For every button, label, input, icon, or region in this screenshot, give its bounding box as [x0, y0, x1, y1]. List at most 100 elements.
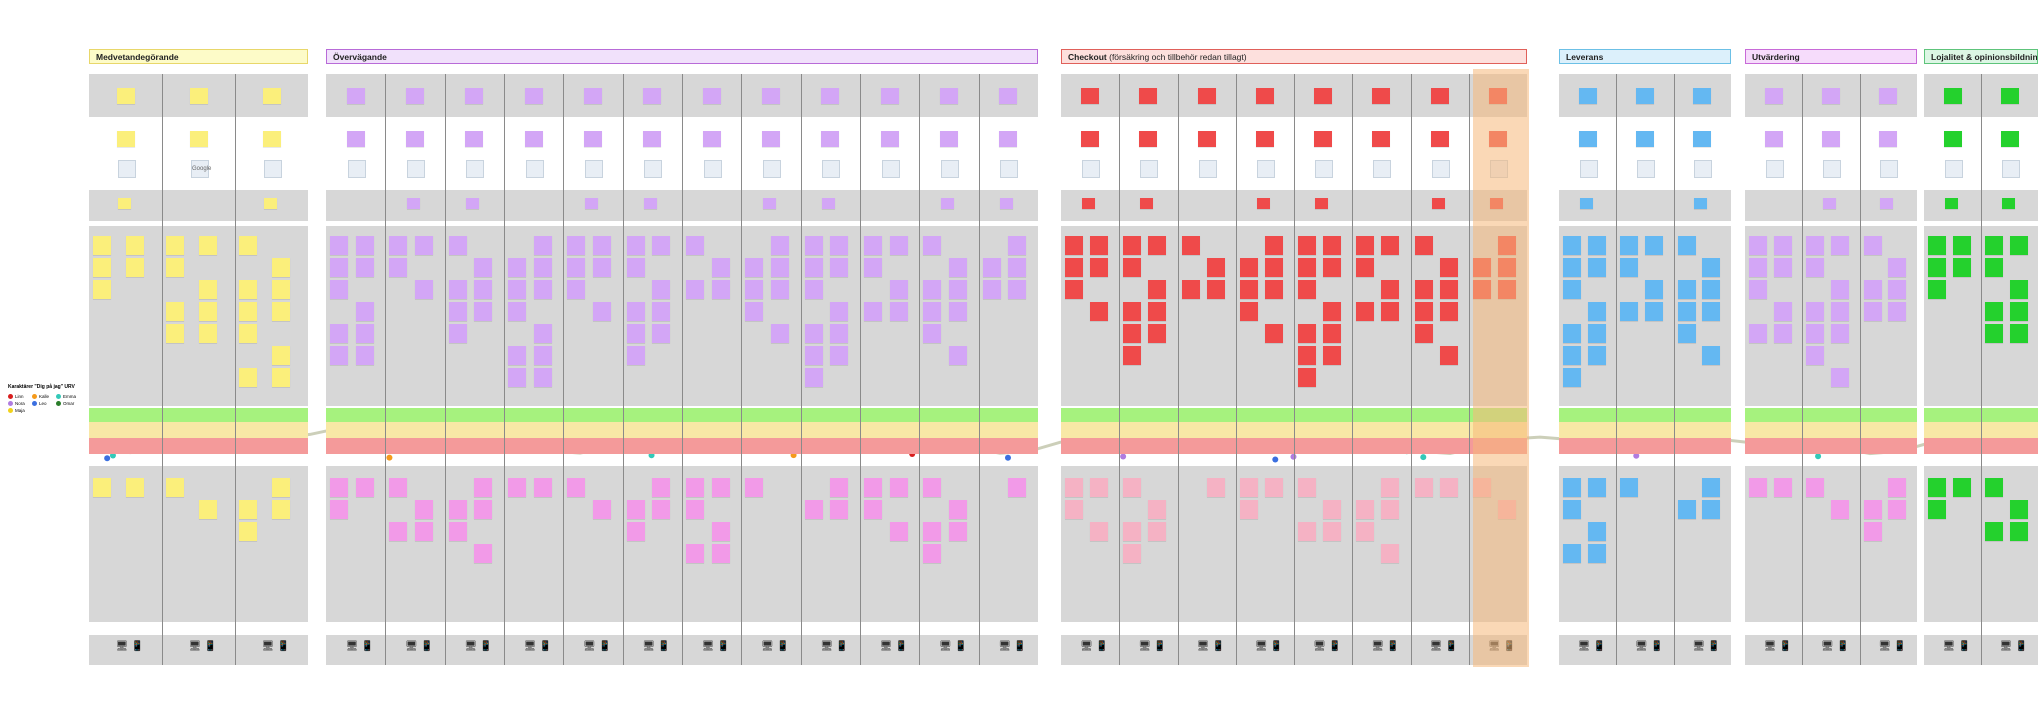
sticky-note [448, 324, 467, 343]
phase-checkout-header[interactable]: Checkout (försäkring och tillbehör redan… [1061, 49, 1527, 64]
phase-delivery-header[interactable]: Leverans [1559, 49, 1731, 64]
sticky-note [1677, 324, 1696, 343]
sticky-note [1065, 258, 1083, 277]
phase-evaluation-header[interactable]: Utvärdering [1745, 49, 1917, 64]
sticky-note [686, 500, 704, 519]
sticky-note [1879, 131, 1898, 147]
sticky-note [1356, 500, 1375, 519]
emotion-point [1272, 456, 1279, 463]
sticky-note [198, 500, 217, 519]
legend-label: Maja [15, 408, 25, 413]
emotion-point [104, 455, 111, 462]
sticky-note [2009, 522, 2028, 541]
sticky-note [1148, 280, 1167, 299]
sticky-note [166, 236, 184, 255]
sticky-note [1323, 346, 1342, 365]
sticky-note [1645, 302, 1663, 321]
sticky-note [1563, 324, 1581, 343]
sticky-note [1702, 302, 1721, 321]
touchpoint-screenshot [263, 160, 282, 178]
emotion-point [1004, 454, 1011, 461]
sticky-note [1563, 236, 1581, 255]
sticky-note [686, 280, 704, 299]
sticky-note [1694, 198, 1708, 209]
emotion-band-neutral [1745, 422, 1917, 438]
column-separator [682, 74, 683, 665]
sticky-note [1944, 198, 1958, 209]
sticky-note [125, 236, 144, 255]
device-icon: 🖥 📱 [820, 641, 849, 652]
sticky-note [864, 478, 882, 497]
legend-swatch [56, 401, 61, 406]
phase-loyalty-header[interactable]: Lojalitet & opinionsbildning [1924, 49, 2038, 64]
legend-label: Emma [63, 394, 77, 399]
sticky-note [1439, 346, 1458, 365]
sticky-note [1256, 198, 1270, 209]
legend-swatch [32, 394, 37, 399]
sticky-note [1239, 258, 1258, 277]
sticky-note [1123, 236, 1142, 255]
sticky-note [1255, 88, 1274, 104]
sticky-note [923, 236, 942, 255]
sticky-note [1381, 280, 1400, 299]
sticky-note [1587, 544, 1606, 563]
sticky-note [1065, 280, 1083, 299]
sticky-note [702, 131, 721, 147]
emotion-point [1120, 453, 1127, 460]
device-icon: 🖥 📱 [1429, 641, 1458, 652]
sticky-note [1620, 236, 1639, 255]
sticky-note [1430, 131, 1449, 147]
sticky-note [1952, 258, 1971, 277]
phase-subtitle: (försäkring och tillbehör redan tillagt) [1109, 52, 1247, 62]
sticky-note [762, 131, 780, 147]
sticky-note [1563, 544, 1581, 563]
sticky-note [1806, 478, 1825, 497]
sticky-note [1314, 88, 1333, 104]
sticky-note [1123, 522, 1142, 541]
sticky-note [1578, 131, 1597, 147]
legend-swatch [8, 394, 13, 399]
sticky-note [1315, 198, 1329, 209]
sticky-note [1563, 478, 1581, 497]
sticky-note [771, 258, 789, 277]
legend-label: Omar [63, 401, 75, 406]
sticky-note [652, 302, 671, 321]
sticky-note [407, 198, 420, 209]
sticky-note [585, 198, 598, 209]
emotion-band-bad [1559, 438, 1731, 454]
phase-awareness-header[interactable]: Medvetandegörande [89, 49, 308, 64]
phase-consideration-header[interactable]: Övervägande [326, 49, 1038, 64]
phase-title: Övervägande [333, 52, 387, 62]
sticky-note [1372, 88, 1391, 104]
lane-1-bg [1559, 117, 1731, 190]
touchpoint-screenshot [1315, 160, 1334, 178]
sticky-note [1298, 236, 1316, 255]
sticky-note [771, 236, 789, 255]
sticky-note [1863, 500, 1882, 519]
sticky-note [1587, 258, 1606, 277]
sticky-note [1888, 478, 1907, 497]
touchpoint-screenshot [585, 160, 603, 178]
column-separator [800, 74, 802, 665]
sticky-note [1749, 324, 1767, 343]
sticky-note [355, 258, 374, 277]
sticky-note [804, 324, 823, 343]
sticky-note [1264, 236, 1283, 255]
sticky-note [415, 280, 433, 299]
sticky-note [1323, 302, 1342, 321]
sticky-note [271, 346, 290, 365]
emotion-band-neutral [1559, 422, 1731, 438]
sticky-note [1985, 236, 2003, 255]
touchpoint-screenshot [347, 160, 366, 178]
sticky-note [2009, 280, 2028, 299]
lane-6-bg [89, 635, 308, 665]
sticky-note [1645, 280, 1663, 299]
sticky-note [711, 478, 730, 497]
phase-title: Lojalitet & opinionsbildning [1931, 52, 2038, 62]
sticky-note [1749, 280, 1767, 299]
sticky-note [1239, 280, 1258, 299]
sticky-note [125, 478, 144, 497]
sticky-note [1863, 236, 1882, 255]
sticky-note [355, 302, 374, 321]
sticky-note [330, 236, 348, 255]
